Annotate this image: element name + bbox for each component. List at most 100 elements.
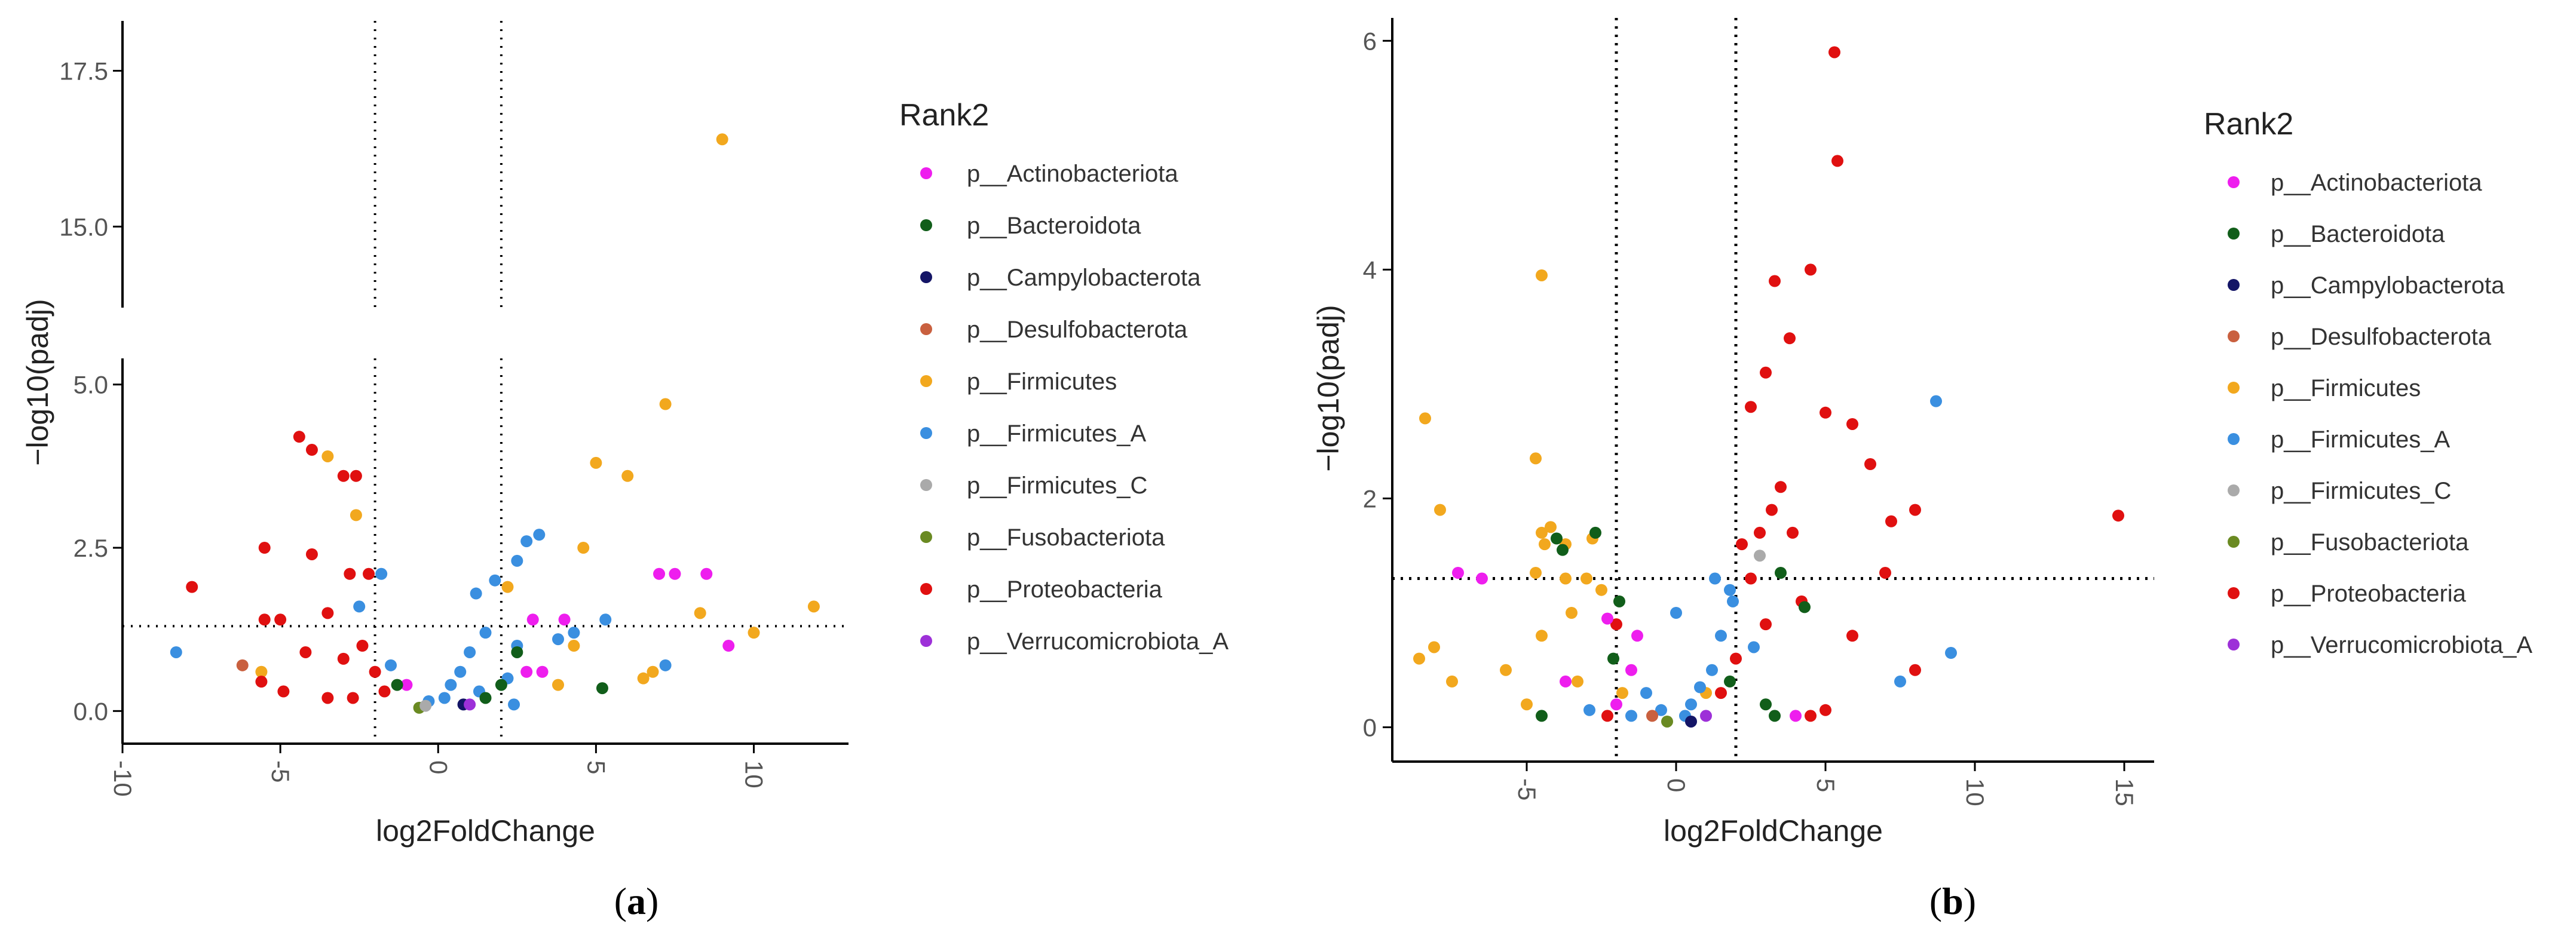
data-point	[1428, 641, 1440, 653]
data-point	[552, 633, 564, 646]
data-point	[1805, 263, 1817, 276]
legend-swatch	[920, 635, 932, 647]
data-point	[526, 613, 539, 626]
data-point	[1766, 504, 1778, 516]
data-point	[385, 659, 397, 671]
data-point	[1885, 515, 1897, 527]
data-point	[1736, 538, 1748, 551]
y-tick-label: 6	[1363, 27, 1377, 55]
data-point	[577, 542, 590, 554]
data-point	[1787, 526, 1799, 539]
data-point	[1730, 652, 1742, 665]
data-point	[170, 646, 182, 658]
data-point	[1500, 664, 1512, 676]
x-tick-label: 10	[1961, 778, 1989, 806]
legend-swatch	[920, 271, 932, 283]
legend-title-b: Rank2	[2204, 107, 2293, 142]
panel-caption-b: (b)	[1929, 880, 1976, 922]
data-point	[305, 444, 318, 456]
data-point	[1640, 687, 1652, 699]
data-point	[1530, 566, 1542, 579]
y-tick-label: 17.5	[59, 57, 108, 85]
legend-swatch	[2228, 279, 2240, 291]
legend-label: p__Desulfobacterota	[967, 317, 1188, 343]
x-axis-title: log2FoldChange	[376, 814, 595, 848]
data-point	[511, 554, 523, 567]
data-point	[258, 542, 271, 554]
panel-b: 0 2 4 6 -5 0 5 10 15 log2FoldChange −log10(padj) (b…	[1312, 18, 2532, 922]
data-point	[520, 535, 533, 548]
x-tick-label: 5	[1812, 778, 1840, 792]
data-point	[1601, 612, 1613, 625]
legend-label: p__Campylobacterota	[2271, 272, 2505, 299]
data-point	[1715, 630, 1727, 642]
legend-label: p__Actinobacteriota	[2271, 170, 2482, 196]
x-tick-label: 10	[740, 760, 768, 788]
legend-swatch	[2228, 228, 2240, 240]
caption-paren-close: )	[646, 880, 658, 922]
data-point	[1748, 641, 1760, 653]
data-point	[1476, 572, 1488, 585]
data-point	[520, 665, 533, 678]
data-point	[2112, 510, 2124, 522]
data-point	[1846, 418, 1858, 430]
data-point	[700, 567, 713, 580]
data-point	[1536, 710, 1548, 722]
legend-label: p__Proteobacteria	[2271, 581, 2467, 607]
data-point	[1879, 566, 1891, 579]
legend-label: p__Fusobacteriota	[967, 524, 1165, 551]
y-tick-label: 2.5	[73, 534, 108, 562]
data-point	[419, 699, 432, 712]
legend-label: p__Desulfobacterota	[2271, 324, 2492, 350]
data-point	[1784, 332, 1796, 345]
y-tick-label: 2	[1363, 484, 1377, 513]
legend-swatch	[2228, 176, 2240, 188]
data-point	[1631, 630, 1643, 642]
y-tick-label: 0	[1363, 714, 1377, 742]
legend-swatch	[2228, 484, 2240, 496]
legend-label: p__Firmicutes_A	[967, 421, 1146, 447]
data-point	[375, 567, 388, 580]
data-point	[1745, 401, 1757, 413]
data-point	[647, 665, 659, 678]
legend-label: p__Verrucomicrobiota_A	[2271, 632, 2532, 658]
data-point	[470, 587, 482, 600]
data-point	[1945, 647, 1957, 659]
data-point	[321, 607, 334, 619]
legend-swatch	[920, 375, 932, 387]
legend-label: p__Actinobacteriota	[967, 161, 1178, 187]
legend-swatch	[920, 479, 932, 491]
data-point	[1909, 664, 1921, 676]
legend-swatch	[920, 531, 932, 543]
data-point	[479, 692, 492, 704]
legend-label: p__Firmicutes_A	[2271, 426, 2450, 453]
data-point	[1820, 406, 1831, 419]
data-point	[400, 679, 413, 691]
data-point	[1715, 687, 1727, 699]
data-point	[1775, 566, 1787, 579]
legend-swatch	[2228, 639, 2240, 650]
data-point	[1790, 710, 1802, 722]
data-point	[363, 567, 375, 580]
legend-label: p__Campylobacterota	[967, 265, 1201, 291]
data-point	[1413, 652, 1425, 665]
data-point	[347, 692, 359, 704]
data-point	[1754, 550, 1766, 562]
data-point	[299, 646, 312, 658]
x-tick-label: 0	[1662, 778, 1690, 792]
y-tick-label: 5.0	[73, 371, 108, 399]
x-tick-label: 15	[2111, 778, 2139, 806]
caption-paren-open: (	[1929, 880, 1942, 922]
caption-letter-a: a	[627, 880, 646, 922]
data-point	[1530, 452, 1542, 465]
caption-paren-open: (	[614, 880, 627, 922]
caption-paren-close: )	[1964, 880, 1976, 922]
data-point	[1727, 595, 1739, 607]
data-point	[568, 640, 580, 652]
data-point	[350, 470, 362, 482]
data-point	[344, 567, 356, 580]
data-point	[255, 665, 268, 678]
data-point	[255, 676, 268, 688]
y-tick-label: 0.0	[73, 697, 108, 725]
